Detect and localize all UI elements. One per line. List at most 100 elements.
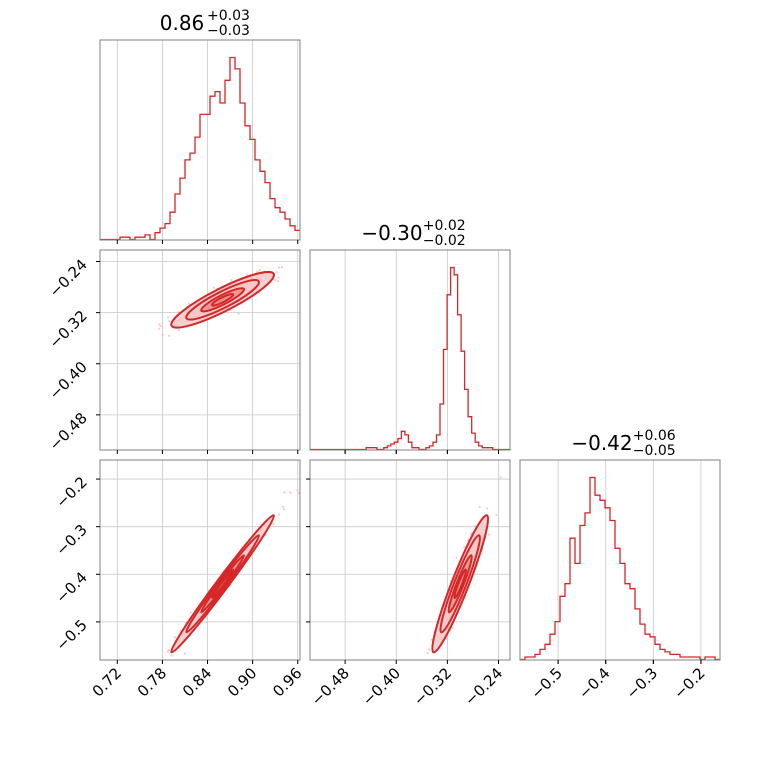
histogram-step-line <box>100 56 300 241</box>
scatter-point <box>297 492 300 495</box>
scatter-point <box>177 329 180 332</box>
scatter-point <box>478 505 481 508</box>
pair-panel-0-1 <box>99 241 318 451</box>
y-tick-label: −0.3 <box>52 521 90 559</box>
scatter-point <box>283 491 286 494</box>
histogram-panel-2 <box>519 459 721 664</box>
scatter-point <box>272 523 275 526</box>
scatter-point <box>170 654 173 657</box>
x-tick-label: 0.78 <box>134 664 170 700</box>
x-tick-label: −0.48 <box>308 664 353 709</box>
pair-panel-0-2 <box>99 459 301 661</box>
y-tick-label: −0.24 <box>46 256 91 301</box>
title-upper-error: +0.03 <box>207 8 250 24</box>
histogram-step-line <box>310 266 510 451</box>
scatter-point <box>158 327 161 330</box>
scatter-point <box>316 241 318 243</box>
scatter-point <box>277 276 280 279</box>
scatter-points <box>416 454 516 683</box>
scatter-point <box>451 627 454 630</box>
y-tick-label: −0.48 <box>46 409 91 454</box>
scatter-point <box>282 505 285 508</box>
scatter-point <box>277 513 280 516</box>
title-lower-error: −0.05 <box>633 443 676 459</box>
histogram-title: −0.30 <box>361 221 422 245</box>
y-tick-label: −0.5 <box>52 616 90 654</box>
scatter-point <box>161 333 164 336</box>
scatter-point <box>463 545 466 548</box>
scatter-point <box>473 525 477 528</box>
scatter-point <box>277 266 281 269</box>
density-contour <box>210 293 235 307</box>
histogram-title: −0.42 <box>571 431 632 455</box>
x-tick-label: 0.90 <box>224 664 260 700</box>
histogram-step-line <box>520 476 720 661</box>
scatter-point <box>428 648 431 651</box>
scatter-point <box>258 269 261 272</box>
scatter-point <box>499 476 502 479</box>
x-tick-label: −0.32 <box>410 664 455 709</box>
scatter-point <box>173 636 176 639</box>
scatter-point <box>419 681 421 683</box>
scatter-point <box>296 489 299 492</box>
scatter-point <box>306 249 308 251</box>
y-tick-label: −0.40 <box>46 358 91 403</box>
scatter-point <box>168 320 171 323</box>
x-tick-label: 0.96 <box>269 664 305 700</box>
x-tick-label: −0.24 <box>461 664 506 709</box>
scatter-point <box>230 279 233 282</box>
scatter-point <box>245 273 248 276</box>
histogram-title: 0.86 <box>160 11 205 35</box>
scatter-point <box>416 674 418 676</box>
y-tick-label: −0.2 <box>52 473 90 511</box>
x-tick-label: −0.5 <box>527 664 565 702</box>
title-lower-error: −0.03 <box>207 23 250 39</box>
panel-frame <box>519 459 721 661</box>
x-tick-label: −0.3 <box>623 664 661 702</box>
scatter-point <box>183 652 186 655</box>
panel-frame <box>99 249 301 451</box>
y-tick-label: −0.32 <box>46 307 91 352</box>
scatter-point <box>426 652 429 655</box>
scatter-point <box>158 323 161 326</box>
scatter-point <box>159 325 162 328</box>
scatter-point <box>189 611 192 614</box>
scatter-point <box>430 638 433 641</box>
density-contour <box>210 568 235 600</box>
x-tick-label: −0.4 <box>575 664 613 702</box>
scatter-point <box>434 663 436 665</box>
histogram-panel-1 <box>309 249 511 454</box>
scatter-point <box>495 513 498 516</box>
scatter-point <box>283 508 286 511</box>
scatter-point <box>237 312 240 315</box>
x-tick-label: 0.72 <box>89 664 125 700</box>
scatter-point <box>276 280 279 283</box>
scatter-point <box>168 334 171 337</box>
scatter-points <box>158 241 318 337</box>
y-tick-label: −0.4 <box>52 568 90 606</box>
histogram-panel-0 <box>99 39 301 244</box>
panel-frame <box>99 459 301 661</box>
scatter-point <box>274 278 277 282</box>
density-contour <box>453 568 468 600</box>
scatter-point <box>488 533 491 536</box>
scatter-points <box>160 489 300 660</box>
scatter-point <box>256 270 259 273</box>
scatter-point <box>486 507 489 510</box>
title-upper-error: +0.06 <box>633 428 676 444</box>
scatter-point <box>280 266 283 269</box>
scatter-point <box>166 650 169 653</box>
scatter-point <box>514 454 516 456</box>
scatter-point <box>455 556 458 559</box>
x-tick-label: −0.40 <box>359 664 404 709</box>
scatter-point <box>205 621 208 624</box>
pair-panel-1-2 <box>309 454 516 683</box>
x-tick-label: 0.84 <box>179 664 215 700</box>
x-tick-label: −0.2 <box>670 664 708 702</box>
scatter-point <box>289 491 292 494</box>
scatter-point <box>212 286 215 289</box>
scatter-point <box>188 302 191 305</box>
title-upper-error: +0.02 <box>423 218 466 234</box>
